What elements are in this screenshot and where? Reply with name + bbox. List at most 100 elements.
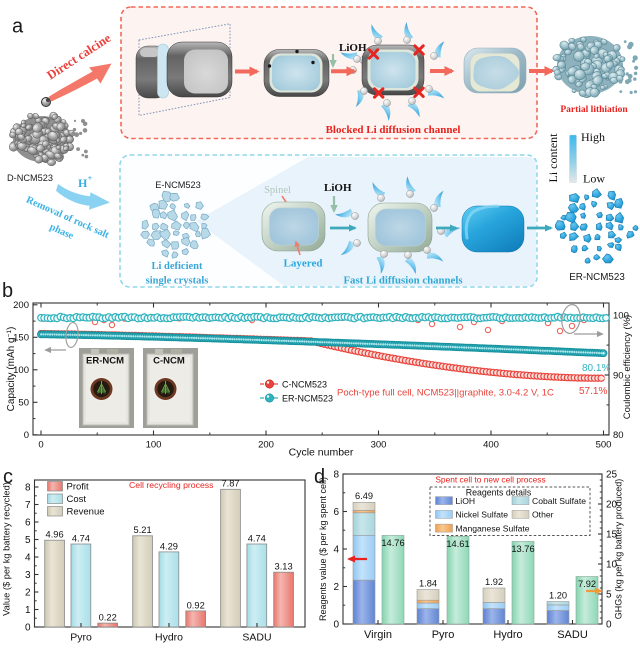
- svg-text:+: +: [88, 173, 93, 183]
- svg-text:7: 7: [25, 500, 31, 511]
- svg-text:Poch-type full cell, NCM523||g: Poch-type full cell, NCM523||graphite, 3…: [337, 388, 554, 399]
- svg-text:0: 0: [25, 623, 31, 634]
- svg-text:14.61: 14.61: [446, 539, 469, 549]
- svg-text:50: 50: [18, 398, 29, 409]
- svg-text:57.1%: 57.1%: [579, 386, 607, 397]
- svg-text:3: 3: [25, 570, 31, 581]
- svg-text:LiOH: LiOH: [324, 182, 352, 194]
- svg-text:10: 10: [606, 560, 618, 571]
- svg-text:8: 8: [25, 483, 31, 494]
- svg-text:Cell recycling process: Cell recycling process: [129, 480, 214, 490]
- svg-text:Other: Other: [532, 510, 554, 520]
- svg-text:6.49: 6.49: [355, 491, 373, 501]
- svg-text:6: 6: [333, 507, 339, 518]
- svg-text:1.92: 1.92: [485, 577, 503, 587]
- svg-text:100: 100: [146, 440, 162, 451]
- svg-text:GHGs (kg per kg battery produc: GHGs (kg per kg battery produced): [614, 479, 624, 620]
- svg-text:d: d: [314, 466, 325, 488]
- svg-text:90: 90: [613, 370, 624, 381]
- svg-text:D-NCM523: D-NCM523: [7, 173, 53, 183]
- svg-text:Low: Low: [583, 172, 605, 186]
- svg-text:7.92: 7.92: [578, 579, 596, 589]
- svg-text:Hydro: Hydro: [155, 632, 183, 644]
- svg-text:2: 2: [333, 582, 339, 593]
- svg-text:Cobalt Sulfate: Cobalt Sulfate: [532, 496, 586, 506]
- svg-text:a: a: [12, 16, 24, 38]
- svg-text:5: 5: [606, 590, 612, 601]
- svg-text:ER-NCM523: ER-NCM523: [569, 272, 625, 283]
- svg-text:Hydro: Hydro: [493, 629, 522, 641]
- svg-text:Reagents details: Reagents details: [466, 488, 532, 498]
- svg-text:single crystals: single crystals: [146, 276, 209, 287]
- svg-text:Cycle number: Cycle number: [289, 447, 354, 459]
- svg-text:Value ($ per kg battery recycl: Value ($ per kg battery recycled): [2, 482, 12, 616]
- svg-text:3.13: 3.13: [275, 562, 293, 572]
- svg-text:c: c: [3, 466, 13, 488]
- svg-text:100: 100: [13, 365, 29, 376]
- svg-text:Revenue: Revenue: [67, 507, 105, 518]
- svg-text:300: 300: [371, 440, 387, 451]
- svg-text:6: 6: [25, 518, 31, 529]
- svg-text:Nickel Sulfate: Nickel Sulfate: [456, 510, 509, 520]
- svg-text:5: 5: [25, 535, 31, 546]
- svg-text:E-NCM523: E-NCM523: [155, 180, 200, 190]
- svg-text:7.87: 7.87: [221, 479, 239, 489]
- svg-text:200: 200: [13, 300, 29, 311]
- svg-text:0: 0: [38, 440, 43, 451]
- svg-text:0.22: 0.22: [99, 613, 117, 623]
- svg-text:Layered: Layered: [284, 258, 323, 270]
- svg-text:LiOH: LiOH: [339, 42, 367, 54]
- svg-text:1: 1: [25, 605, 31, 616]
- svg-text:C-NCM: C-NCM: [153, 356, 185, 367]
- svg-text:4.74: 4.74: [248, 533, 266, 543]
- svg-text:14.76: 14.76: [381, 538, 404, 548]
- svg-text:400: 400: [483, 440, 499, 451]
- svg-text:5.21: 5.21: [134, 525, 152, 535]
- svg-text:80: 80: [613, 430, 624, 441]
- svg-text:Capacity (mAh g−1): Capacity (mAh g−1): [6, 327, 18, 412]
- svg-text:Coulombic efficiency (%): Coulombic efficiency (%): [622, 315, 633, 419]
- svg-text:LiOH: LiOH: [456, 496, 476, 506]
- svg-text:Manganese Sulfate: Manganese Sulfate: [456, 523, 530, 533]
- svg-text:1.20: 1.20: [549, 590, 567, 600]
- svg-text:20: 20: [606, 500, 618, 511]
- svg-text:150: 150: [13, 333, 29, 344]
- svg-text:Fast Li diffusion channels: Fast Li diffusion channels: [343, 275, 462, 287]
- svg-text:C-NCM523: C-NCM523: [282, 380, 327, 390]
- svg-text:8: 8: [333, 470, 339, 481]
- svg-text:0: 0: [24, 430, 29, 441]
- svg-text:b: b: [2, 280, 13, 302]
- svg-text:Spinel: Spinel: [264, 185, 291, 196]
- svg-text:Pyro: Pyro: [432, 629, 455, 641]
- svg-text:4.29: 4.29: [160, 541, 178, 551]
- svg-text:Li content: Li content: [546, 133, 560, 183]
- svg-text:High: High: [581, 130, 605, 144]
- svg-text:13.76: 13.76: [511, 544, 534, 554]
- svg-text:Profit: Profit: [67, 482, 90, 493]
- svg-text:1.84: 1.84: [419, 578, 437, 588]
- svg-text:Partial lithiation: Partial lithiation: [560, 105, 628, 115]
- svg-text:0: 0: [333, 620, 339, 631]
- svg-text:4.74: 4.74: [72, 533, 90, 543]
- svg-text:100: 100: [613, 311, 629, 322]
- svg-text:H: H: [78, 176, 88, 190]
- svg-text:SADU: SADU: [242, 632, 271, 644]
- svg-text:Pyro: Pyro: [70, 632, 92, 644]
- svg-text:ER-NCM523: ER-NCM523: [282, 394, 333, 404]
- svg-text:Virgin: Virgin: [364, 629, 392, 641]
- svg-text:Cost: Cost: [67, 494, 87, 505]
- svg-text:500: 500: [596, 440, 612, 451]
- svg-text:Li deficient: Li deficient: [151, 261, 203, 272]
- svg-text:Reagents value ($ per kg spent: Reagents value ($ per kg spent cell): [318, 477, 328, 621]
- svg-text:Blocked Li diffusion channel: Blocked Li diffusion channel: [326, 124, 461, 136]
- svg-text:ER-NCM: ER-NCM: [86, 356, 124, 367]
- svg-text:4: 4: [333, 545, 339, 556]
- svg-text:200: 200: [258, 440, 274, 451]
- svg-text:4.96: 4.96: [46, 530, 64, 540]
- svg-text:25: 25: [606, 470, 618, 481]
- svg-text:4: 4: [25, 553, 31, 564]
- svg-text:80.1%: 80.1%: [582, 363, 610, 374]
- svg-text:0.92: 0.92: [187, 600, 205, 610]
- svg-text:2: 2: [25, 588, 31, 599]
- svg-text:SADU: SADU: [557, 629, 588, 641]
